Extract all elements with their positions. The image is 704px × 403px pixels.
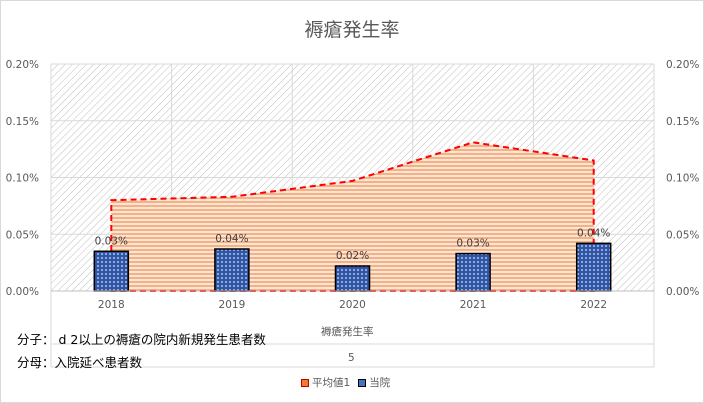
bar-2022 [575,242,612,292]
bar-2018 [93,250,130,292]
legend-swatch-average [301,378,309,387]
bar-2020 [334,265,371,292]
y-tick-label-right: 0.10% [666,173,699,185]
bar-2019 [214,248,250,292]
data-table-header: 褥瘡発生率 [321,326,374,338]
x-tick-label: 2022 [580,299,607,311]
bar-data-label: 0.03% [456,238,489,250]
x-tick-label: 2020 [339,299,366,311]
legend-label-average: 平均値1 [312,377,351,389]
y-tick-label-right: 0.00% [666,286,699,298]
y-tick-label-left: 0.05% [6,229,39,241]
x-tick-label: 2018 [98,299,125,311]
denominator-note: 分母：入院延べ患者数 [17,355,143,370]
x-tick-label: 2019 [219,299,246,311]
y-tick-label-left: 0.20% [6,59,39,71]
legend-item-average: 平均値1 [301,375,350,390]
bar-data-label: 0.04% [215,233,248,245]
legend-label-hospital: 当院 [369,377,391,389]
y-tick-label-left: 0.15% [6,116,39,128]
y-tick-label-right: 0.05% [666,229,699,241]
bar-data-label: 0.04% [577,227,610,239]
bar-data-label: 0.02% [336,250,369,262]
numerator-note: 分子： d 2以上の褥瘡の院内新規発生患者数 [17,332,266,347]
bar-2021 [455,252,491,292]
bar-data-label: 0.03% [95,235,128,247]
legend-swatch-hospital [358,378,367,387]
chart-title: 褥瘡発生率 [304,19,400,41]
chart-legend: 平均値1 当院 [301,375,390,390]
data-table-value: 5 [348,352,355,364]
x-tick-label: 2021 [460,299,487,311]
y-tick-label-right: 0.20% [666,59,699,71]
y-tick-label-right: 0.15% [666,116,699,128]
legend-item-hospital: 当院 [358,375,390,390]
y-tick-label-left: 0.00% [6,286,39,298]
y-tick-label-left: 0.10% [6,173,39,185]
